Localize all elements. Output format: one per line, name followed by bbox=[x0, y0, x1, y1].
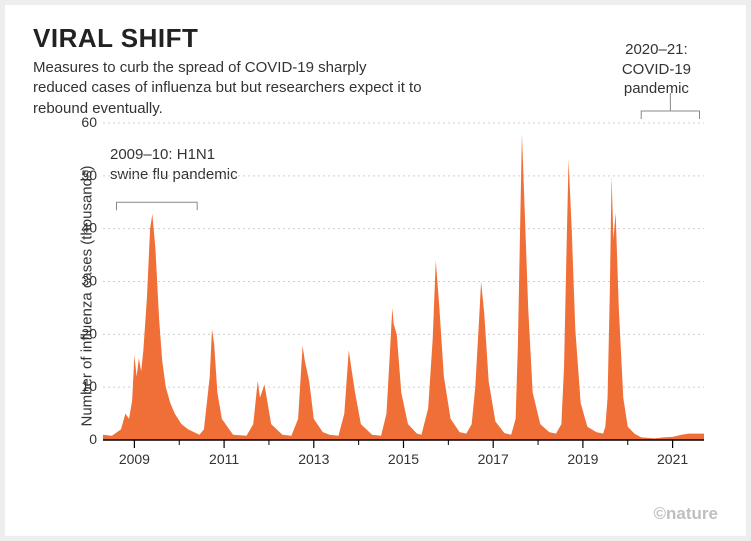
svg-text:2015: 2015 bbox=[388, 451, 419, 467]
svg-text:2011: 2011 bbox=[209, 451, 239, 467]
source-credit: ©nature bbox=[654, 504, 718, 524]
svg-text:60: 60 bbox=[81, 114, 97, 130]
svg-text:2021: 2021 bbox=[657, 451, 688, 467]
svg-text:10: 10 bbox=[81, 378, 97, 394]
header-row: Measures to curb the spread of COVID-19 … bbox=[33, 58, 718, 123]
covid-annotation-line1: 2020–21: bbox=[622, 40, 691, 60]
chart-svg: 0102030405060200920112013201520172019202… bbox=[73, 123, 706, 468]
covid-annotation-line2: COVID-19 bbox=[622, 60, 691, 80]
svg-text:20: 20 bbox=[81, 325, 97, 341]
svg-text:30: 30 bbox=[81, 273, 97, 289]
svg-text:40: 40 bbox=[81, 220, 97, 236]
svg-text:2017: 2017 bbox=[478, 451, 509, 467]
figure-container: VIRAL SHIFT Measures to curb the spread … bbox=[5, 5, 746, 536]
plot-area: Number of influenza cases (thousands) 01… bbox=[73, 123, 706, 468]
svg-text:50: 50 bbox=[81, 167, 97, 183]
svg-text:2009: 2009 bbox=[119, 451, 150, 467]
covid-annotation: 2020–21: COVID-19 pandemic bbox=[622, 40, 691, 99]
figure-title: VIRAL SHIFT bbox=[33, 23, 718, 54]
svg-text:2013: 2013 bbox=[298, 451, 329, 467]
covid-annotation-line3: pandemic bbox=[622, 79, 691, 99]
svg-text:0: 0 bbox=[89, 431, 97, 447]
figure-subtitle: Measures to curb the spread of COVID-19 … bbox=[33, 58, 423, 119]
svg-text:2019: 2019 bbox=[567, 451, 598, 467]
